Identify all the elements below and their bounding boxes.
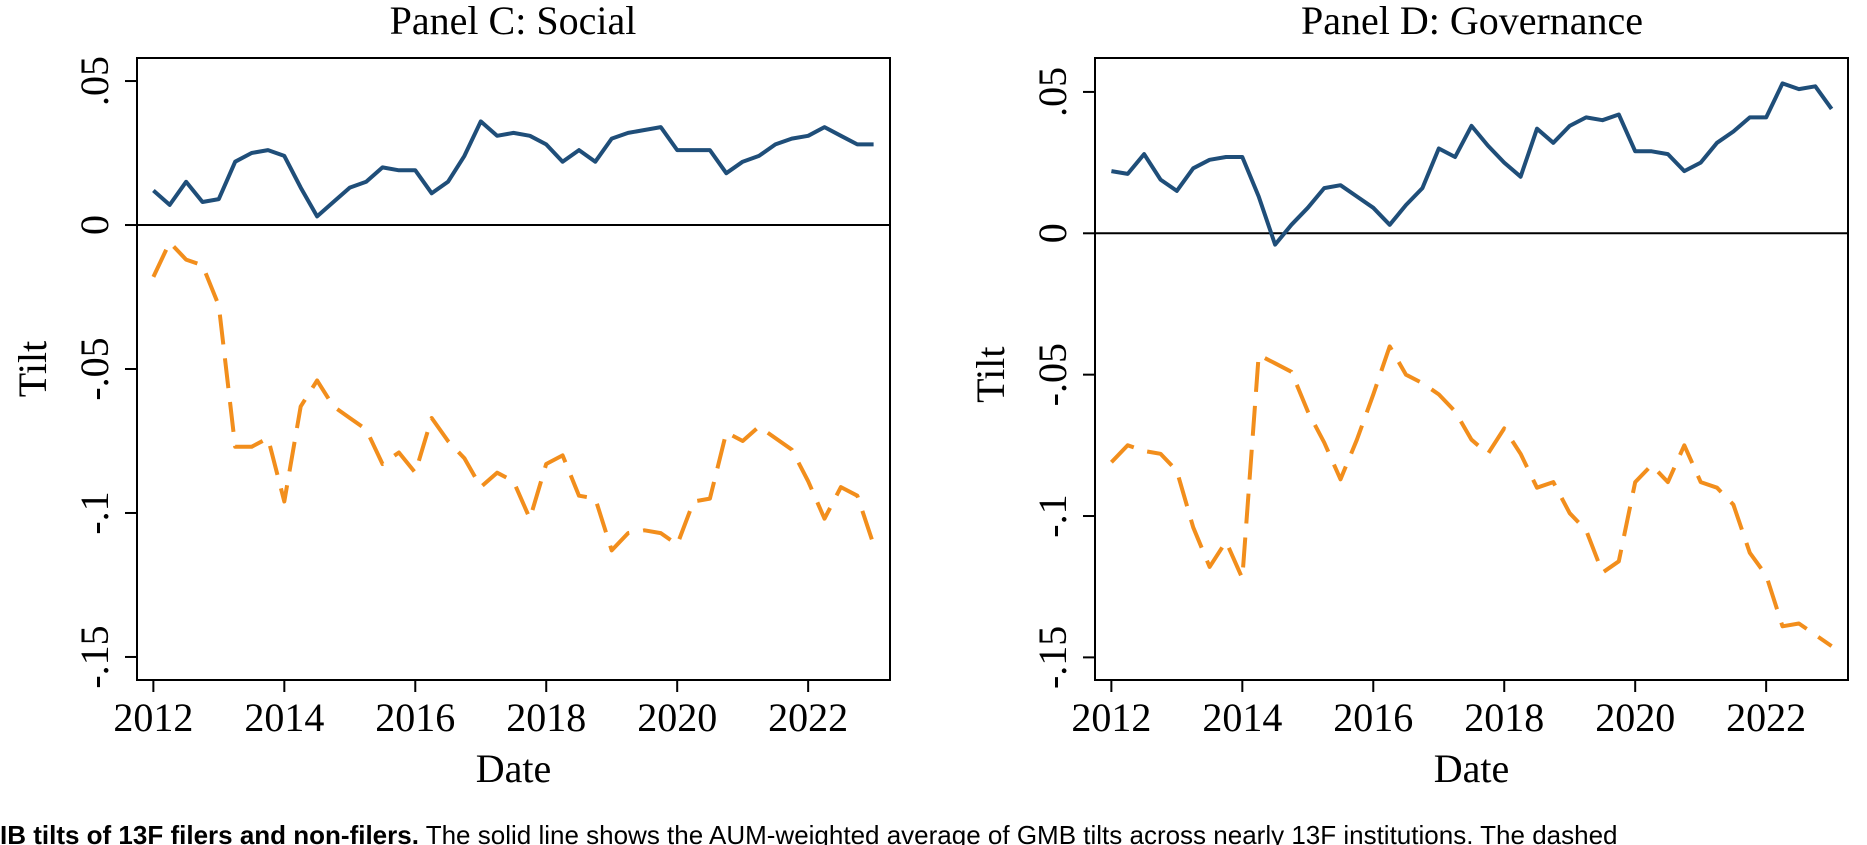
x-tick-label: 2014 (244, 695, 324, 740)
y-tick-label: -.15 (72, 625, 117, 688)
plot-frame (136, 57, 891, 681)
x-tick-label: 2016 (375, 695, 455, 740)
y-tick-label: 0 (1030, 223, 1075, 243)
y-tick-label: 0 (72, 215, 117, 235)
chart-canvas: Panel C: Social 2012 2014 2016 2018 2020 2022.… (10, 0, 1849, 791)
y-tick-label: -.1 (1030, 494, 1075, 537)
x-tick-label: 2018 (506, 695, 586, 740)
y-tick-label: -.15 (1030, 626, 1075, 689)
chart-panel-2: Panel D: Governance 2012 2014 2016 2018 2020 2… (968, 0, 1849, 791)
chart-title: Panel D: Governance (1301, 0, 1643, 43)
x-axis-label: Date (476, 746, 552, 791)
y-tick-label: -.05 (1030, 343, 1075, 406)
x-tick-label: 2012 (1071, 695, 1151, 740)
x-tick-label: 2012 (113, 695, 193, 740)
y-tick-label: -.1 (72, 491, 117, 534)
y-tick-label: .05 (72, 56, 117, 106)
solid-series-line (152, 119, 874, 219)
dashed-series-line (151, 240, 876, 553)
y-axis-label: Tilt (968, 346, 1013, 402)
y-tick-label: -.05 (72, 337, 117, 400)
y-tick-label: .05 (1030, 67, 1075, 117)
chart-title: Panel C: Social (390, 0, 637, 43)
x-tick-label: 2022 (1726, 695, 1806, 740)
x-tick-label: 2014 (1202, 695, 1282, 740)
y-axis-label: Tilt (10, 341, 55, 397)
x-tick-label: 2018 (1464, 695, 1544, 740)
x-tick-label: 2022 (768, 695, 848, 740)
plot-frame (1094, 57, 1849, 681)
chart-panel-1: Panel C: Social 2012 2014 2016 2018 2020 2022.… (10, 0, 891, 791)
x-axis-label: Date (1434, 746, 1510, 791)
figure-caption: IB tilts of 13F filers and non-filers. T… (0, 820, 1867, 845)
caption-bold: IB tilts of 13F filers and non-filers. (0, 820, 419, 845)
x-tick-label: 2020 (1595, 695, 1675, 740)
x-tick-label: 2020 (637, 695, 717, 740)
solid-series-line (1111, 81, 1834, 247)
dashed-series-line (1109, 344, 1833, 648)
caption-text: The solid line shows the AUM-weighted av… (425, 820, 1618, 845)
x-tick-label: 2016 (1333, 695, 1413, 740)
